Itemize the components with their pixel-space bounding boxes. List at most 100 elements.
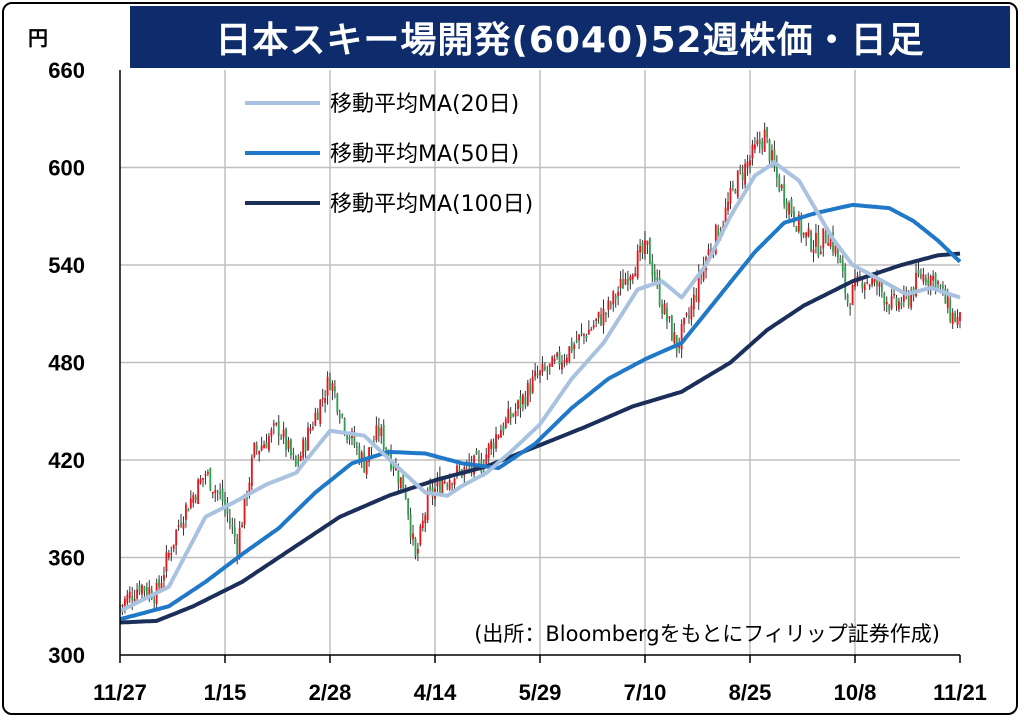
candle-body [556, 352, 559, 357]
candle-body [402, 472, 405, 492]
candle-body [819, 251, 822, 254]
candle-body [219, 492, 222, 494]
candle-body [880, 282, 883, 292]
candle-body [932, 275, 935, 281]
candle-body [370, 446, 373, 449]
x-tick-label: 11/21 [933, 680, 987, 705]
candle-body [829, 236, 832, 247]
y-tick-label: 300 [48, 643, 85, 668]
candle-body [233, 526, 236, 538]
candle-body [561, 362, 563, 370]
candle-body [429, 485, 432, 490]
candle-body [148, 587, 151, 596]
ma100-line [119, 251, 961, 625]
candle-body [761, 141, 764, 149]
candle-body [688, 315, 690, 318]
moving-average-lines [119, 160, 962, 625]
candle-body [834, 245, 837, 254]
y-tick-label: 660 [48, 58, 85, 83]
candle-body [382, 424, 385, 450]
candle-body [758, 139, 761, 145]
candle-body [868, 285, 871, 287]
candle-body [333, 386, 336, 392]
candle-body [504, 418, 507, 428]
candle-body [827, 243, 830, 246]
candle-body [534, 370, 537, 377]
candle-body [590, 329, 593, 331]
candle-body [656, 278, 659, 280]
candle-body [851, 284, 854, 306]
candle-body [294, 456, 297, 466]
candle-body [658, 277, 661, 306]
candle-body [236, 538, 239, 555]
candle-body [285, 428, 287, 450]
candle-body [861, 282, 864, 288]
candle-body [170, 553, 173, 555]
candle-body [292, 452, 295, 455]
candle-body [795, 226, 798, 232]
candle-body [815, 232, 817, 247]
candle-body [241, 524, 244, 528]
candle-body [265, 442, 268, 449]
candle-body [846, 294, 849, 303]
candle-body [951, 312, 954, 325]
candle-body [771, 150, 773, 160]
candle-body [753, 144, 756, 150]
candle-body [529, 384, 532, 396]
candle-body [736, 171, 739, 198]
candle-body [138, 584, 141, 593]
candle-body [871, 278, 874, 286]
candle-body [805, 232, 808, 238]
candle-body [727, 201, 729, 211]
candle-body [888, 305, 891, 311]
candle-body [739, 169, 742, 171]
candle-body [766, 127, 769, 138]
candle-body [258, 450, 261, 455]
candle-body [502, 425, 505, 432]
candle-body [949, 299, 952, 322]
candle-body [172, 544, 175, 549]
candle-body [490, 440, 493, 449]
candle-body [250, 457, 253, 486]
candle-body [497, 435, 500, 438]
candle-body [690, 305, 693, 320]
candle-body [358, 446, 361, 463]
candle-body [324, 398, 327, 404]
candle-body [492, 442, 495, 449]
candle-body [299, 455, 302, 461]
candle-body [536, 373, 539, 376]
candle-body [768, 139, 771, 162]
candle-body [331, 383, 334, 391]
candle-body [509, 412, 512, 419]
candle-body [487, 444, 490, 458]
candle-body [653, 271, 656, 281]
candle-body [631, 274, 634, 280]
candle-body [177, 525, 180, 527]
candle-body [707, 249, 710, 256]
candle-body [697, 273, 700, 303]
candle-body [255, 445, 258, 450]
candle-body [673, 332, 676, 344]
candle-body [668, 316, 671, 319]
gridlines [120, 70, 960, 655]
candle-body [404, 490, 407, 499]
candle-body [507, 408, 510, 423]
candle-body [297, 461, 300, 465]
candle-body [807, 228, 810, 236]
candle-body [898, 301, 900, 310]
candle-body [385, 447, 388, 451]
candle-body [822, 228, 825, 249]
candle-body [541, 364, 544, 372]
candle-body [717, 227, 720, 239]
candle-body [424, 515, 427, 524]
candle-body [734, 190, 737, 194]
candle-body [644, 240, 646, 255]
x-tick-label: 8/25 [729, 680, 772, 705]
candle-body [876, 277, 878, 286]
candle-body [304, 440, 307, 452]
candle-body [619, 278, 622, 289]
candle-body [937, 281, 939, 284]
candle-body [839, 257, 842, 263]
candle-body [636, 250, 639, 278]
candle-body [348, 436, 351, 440]
